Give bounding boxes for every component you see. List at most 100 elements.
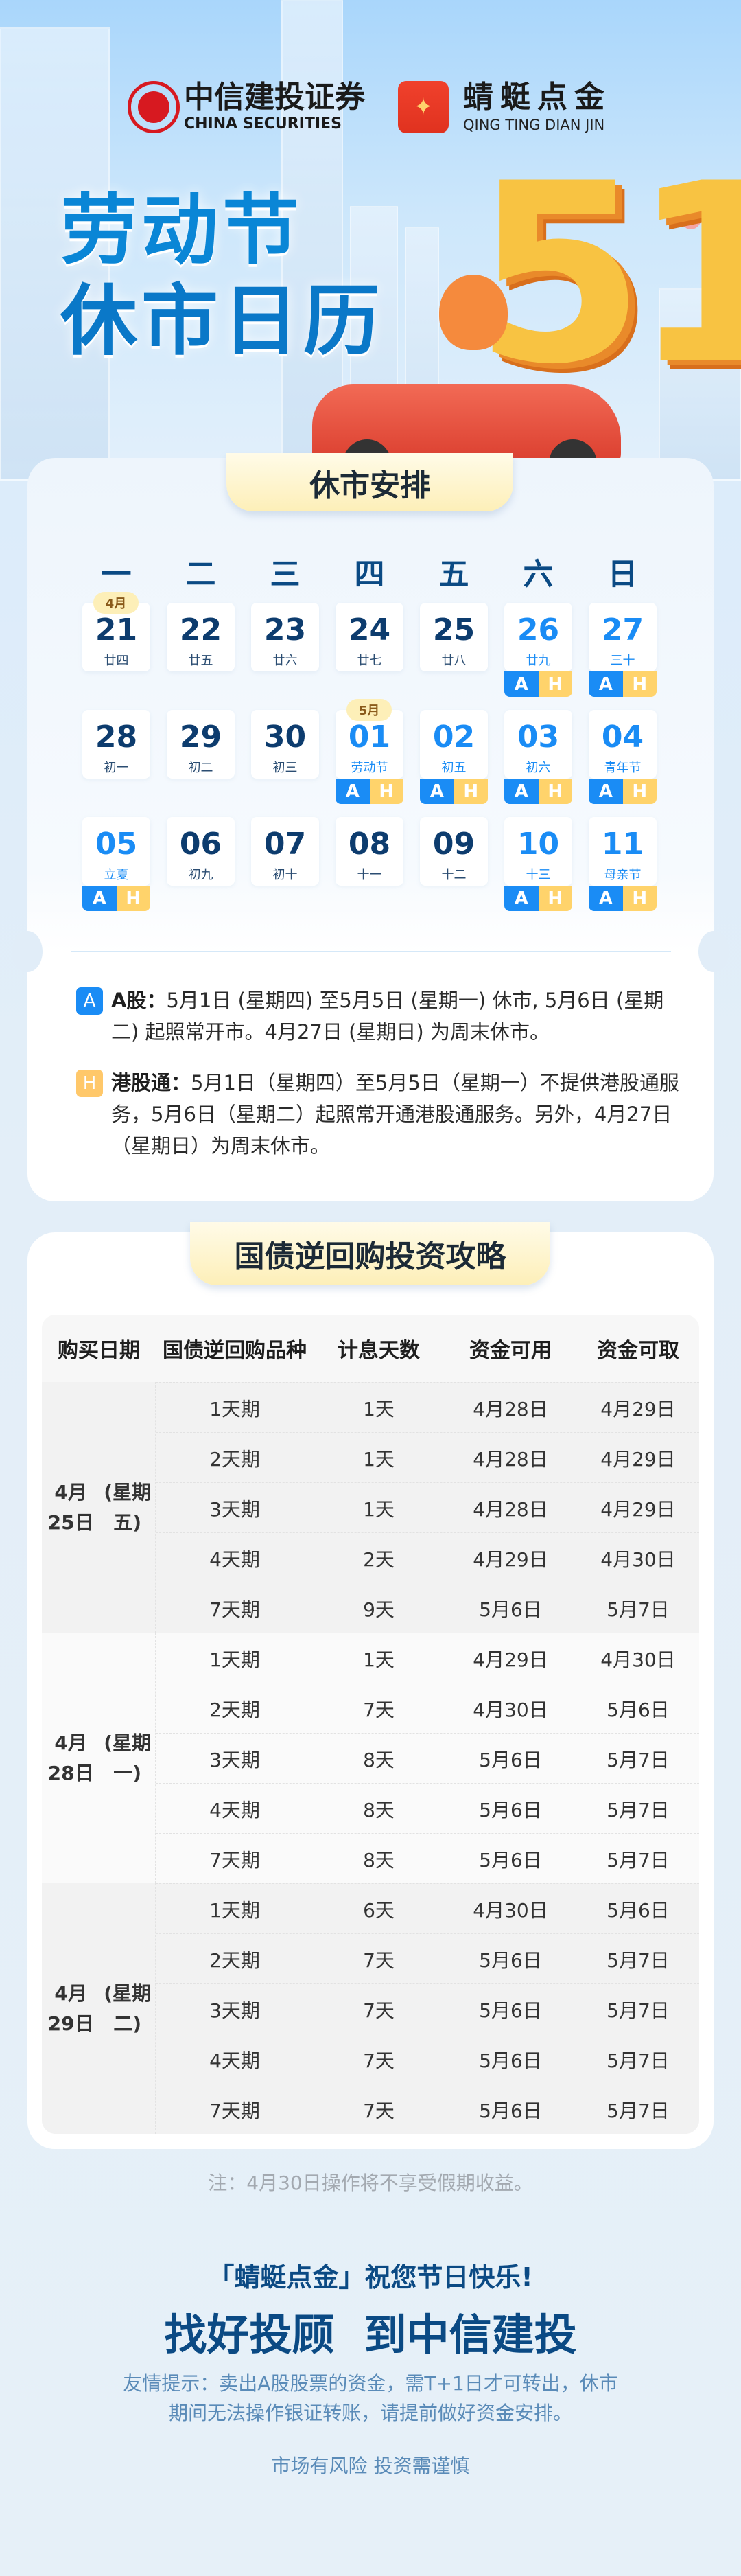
tower-illustration bbox=[281, 0, 343, 481]
card-notch bbox=[698, 931, 729, 972]
day-number: 24 bbox=[348, 612, 391, 647]
calendar-day-cell: 02 初五 bbox=[420, 710, 488, 779]
mascot-cow-illustration bbox=[439, 275, 508, 350]
table-cell: 1天 bbox=[363, 1648, 395, 1671]
a-share-closed-badge: A bbox=[589, 886, 623, 911]
purchase-date: 4月28日 (星期一) bbox=[42, 1633, 156, 1883]
purchase-date-day: 4月29日 bbox=[47, 1981, 94, 2035]
table-header bbox=[42, 1315, 699, 1382]
table-cell: 4天期 bbox=[209, 1798, 260, 1821]
lunar-date: 廿四 bbox=[104, 654, 129, 668]
calendar-day-cell: 30 初三 bbox=[251, 710, 319, 779]
calendar-day-cell: 03 初六 bbox=[504, 710, 572, 779]
lunar-date: 初三 bbox=[272, 761, 298, 775]
purchase-date-day: 4月25日 bbox=[47, 1480, 94, 1534]
table-cell: 1天 bbox=[363, 1447, 395, 1471]
lunar-date: 立夏 bbox=[104, 868, 129, 882]
building-illustration bbox=[659, 288, 741, 481]
calendar-day-cell: 01 劳动节 bbox=[336, 710, 403, 779]
table-date-group: 4月29日 (星期二) 1天期 6天 4月30日 5月6日 2天期 7天 5月6日 5月7日 3天期… bbox=[42, 1883, 699, 2134]
a-share-closed-badge: A bbox=[82, 886, 117, 911]
tip-text: 友情提示：卖出A股股票的资金，需T+1日才可转出，休市期间无法操作银证转账，请提… bbox=[123, 2372, 618, 2424]
lunar-date: 廿七 bbox=[357, 654, 382, 668]
day-number: 29 bbox=[179, 720, 222, 755]
a-share-legend: A股：5月1日 (星期四) 至5月5日 (星期一) 休市, 5月6日 (星期二)… bbox=[111, 985, 681, 1048]
a-share-legend-title: A股： bbox=[111, 989, 167, 1012]
table-row: 3天期 1天 4月28日 4月29日 bbox=[156, 1482, 699, 1532]
hero-51-graphic: 51 bbox=[473, 130, 741, 418]
day-number: 06 bbox=[179, 827, 222, 862]
dragonfly-app-icon: ✦ bbox=[398, 81, 449, 133]
table-date-group: 4月25日 (星期五) 1天期 1天 4月28日 4月29日 2天期 1天 4月28日 4月29日… bbox=[42, 1382, 699, 1633]
a-share-closed-badge: A bbox=[504, 671, 539, 697]
greeting-text: 「蜻蜓点金」祝您节日快乐! bbox=[208, 2262, 533, 2292]
table-cell: 4月29日 bbox=[600, 1397, 676, 1421]
table-cell: 5月6日 bbox=[479, 2049, 542, 2072]
table-cell: 5月7日 bbox=[607, 1999, 670, 2022]
table-row: 7天期 7天 5月6日 5月7日 bbox=[156, 2084, 699, 2134]
month-tag: 5月 bbox=[346, 699, 392, 721]
lunar-date: 十三 bbox=[526, 868, 551, 882]
day-number: 27 bbox=[601, 612, 644, 647]
table-cell: 7天 bbox=[363, 2099, 395, 2122]
hk-connect-closed-badge: H bbox=[622, 886, 657, 911]
table-row: 7天期 9天 5月6日 5月7日 bbox=[156, 1583, 699, 1633]
table-cell: 5月6日 bbox=[607, 1698, 670, 1721]
calendar-day-cell: 24 廿七 bbox=[336, 603, 403, 671]
table-cell: 4月30日 bbox=[600, 1548, 676, 1571]
weekday-label: 一 bbox=[101, 557, 132, 592]
table-row: 3天期 8天 5月6日 5月7日 bbox=[156, 1733, 699, 1783]
divider bbox=[71, 951, 671, 952]
hk-connect-closed-badge: H bbox=[622, 779, 657, 804]
a-share-closed-badge: A bbox=[504, 886, 539, 911]
weekday-label: 四 bbox=[354, 557, 385, 592]
table-cell: 8天 bbox=[363, 1798, 395, 1821]
day-number: 04 bbox=[601, 720, 644, 755]
purchase-date-weekday: (星期一) bbox=[104, 1731, 152, 1784]
slogan-text: 找好投顾 到中信建投 bbox=[164, 2310, 577, 2360]
calendar-day-cell: 26 廿九 bbox=[504, 603, 572, 671]
lunar-date: 十一 bbox=[357, 868, 382, 882]
calendar-day-cell: 25 廿八 bbox=[420, 603, 488, 671]
hk-connect-legend: 港股通：5月1日（星期四）至5月5日（星期一）不提供港股通服务，5月6日（星期二… bbox=[111, 1067, 681, 1162]
hero-title-line1: 劳动节 bbox=[60, 186, 303, 275]
hero-banner: 中信建投证券 CHINA SECURITIES ✦ 蜻蜓点金 QING TING… bbox=[0, 0, 741, 481]
risk-disclaimer: 市场有风险 投资需谨慎 bbox=[271, 2454, 470, 2477]
weekday-label: 六 bbox=[523, 557, 554, 592]
calendar-day-cell: 05 立夏 bbox=[82, 817, 150, 886]
a-share-badge: A bbox=[76, 987, 103, 1015]
calendar-day-cell: 21 廿四 bbox=[82, 603, 150, 671]
table-row: 1天期 1天 4月29日 4月30日 bbox=[156, 1633, 699, 1683]
table-cell: 5月7日 bbox=[607, 1848, 670, 1872]
table-cell: 1天 bbox=[363, 1497, 395, 1521]
table-header-cell: 资金可取 bbox=[597, 1339, 679, 1363]
table-cell: 4月29日 bbox=[600, 1447, 676, 1471]
lunar-date: 十二 bbox=[441, 868, 467, 882]
purchase-date-weekday: (星期二) bbox=[104, 1981, 152, 2035]
table-cell: 7天期 bbox=[209, 1848, 260, 1872]
table-cell: 7天 bbox=[363, 2049, 395, 2072]
weekday-label: 日 bbox=[607, 557, 638, 592]
table-cell: 4月28日 bbox=[473, 1497, 548, 1521]
table-cell: 4月29日 bbox=[473, 1548, 548, 1571]
table-cell: 8天 bbox=[363, 1848, 395, 1872]
lunar-date: 母亲节 bbox=[604, 868, 642, 882]
purchase-date: 4月29日 (星期二) bbox=[42, 1883, 156, 2134]
citic-name: 中信建投证券 bbox=[184, 80, 365, 115]
table-cell: 7天 bbox=[363, 1999, 395, 2022]
lunar-date: 初一 bbox=[104, 761, 129, 775]
a-share-closed-badge: A bbox=[589, 671, 623, 697]
table-cell: 5月7日 bbox=[607, 1948, 670, 1972]
table-cell: 5月6日 bbox=[479, 1598, 542, 1621]
table-cell: 7天期 bbox=[209, 2099, 260, 2122]
table-cell: 3天期 bbox=[209, 1999, 260, 2022]
hk-connect-legend-title: 港股通： bbox=[111, 1071, 191, 1094]
table-cell: 5月6日 bbox=[479, 1848, 542, 1872]
table-cell: 3天期 bbox=[209, 1748, 260, 1771]
table-cell: 5月7日 bbox=[607, 1748, 670, 1771]
day-number: 26 bbox=[517, 612, 560, 647]
